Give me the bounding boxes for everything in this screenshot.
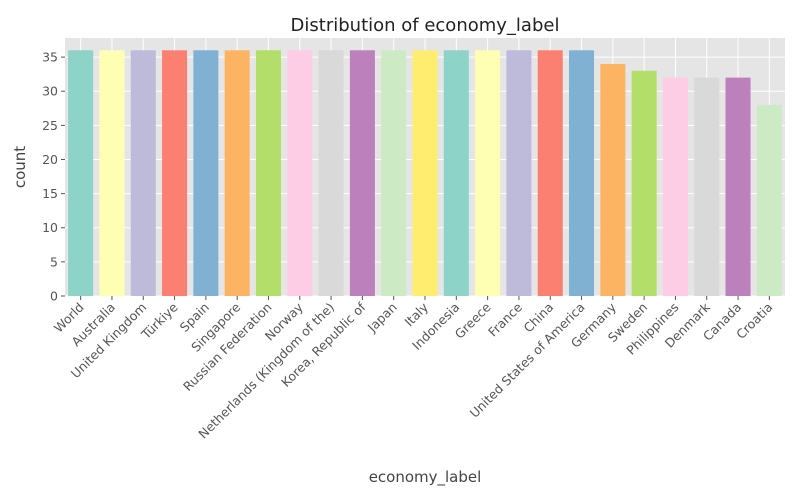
chart-title: Distribution of economy_label [291,15,560,36]
y-tick-label: 5 [50,254,58,269]
y-axis-ticks: 0 5 10 15 20 25 30 35 [42,50,65,304]
y-tick-label: 10 [42,220,58,235]
bar [694,77,720,296]
bar [68,50,94,297]
bar [130,50,156,297]
bar [537,50,563,297]
bar [756,104,782,296]
bars [68,50,782,297]
x-tick-label: France [485,299,525,339]
y-tick-label: 35 [42,50,58,65]
bar [224,50,250,297]
bar [318,50,344,297]
y-tick-label: 15 [42,186,58,201]
bar [631,70,657,296]
y-tick-label: 20 [42,152,58,167]
y-tick-label: 25 [42,118,58,133]
bar [475,50,501,297]
bar [443,50,469,297]
bar [506,50,532,297]
bar [412,50,438,297]
bar [725,77,751,296]
bar [287,50,313,297]
x-axis-label: economy_label [369,468,482,487]
y-tick-label: 30 [42,84,58,99]
bar [99,50,125,297]
bar [600,63,626,296]
y-tick-label: 0 [50,289,58,304]
bar [255,50,281,297]
bar [569,50,595,297]
y-axis-label: count [11,146,29,188]
bar [193,50,219,297]
bar [662,77,688,296]
bar [162,50,188,297]
x-tick-label: Greece [452,299,494,341]
x-tick-label: Japan [364,300,400,336]
bar [349,50,375,297]
bar [381,50,407,297]
